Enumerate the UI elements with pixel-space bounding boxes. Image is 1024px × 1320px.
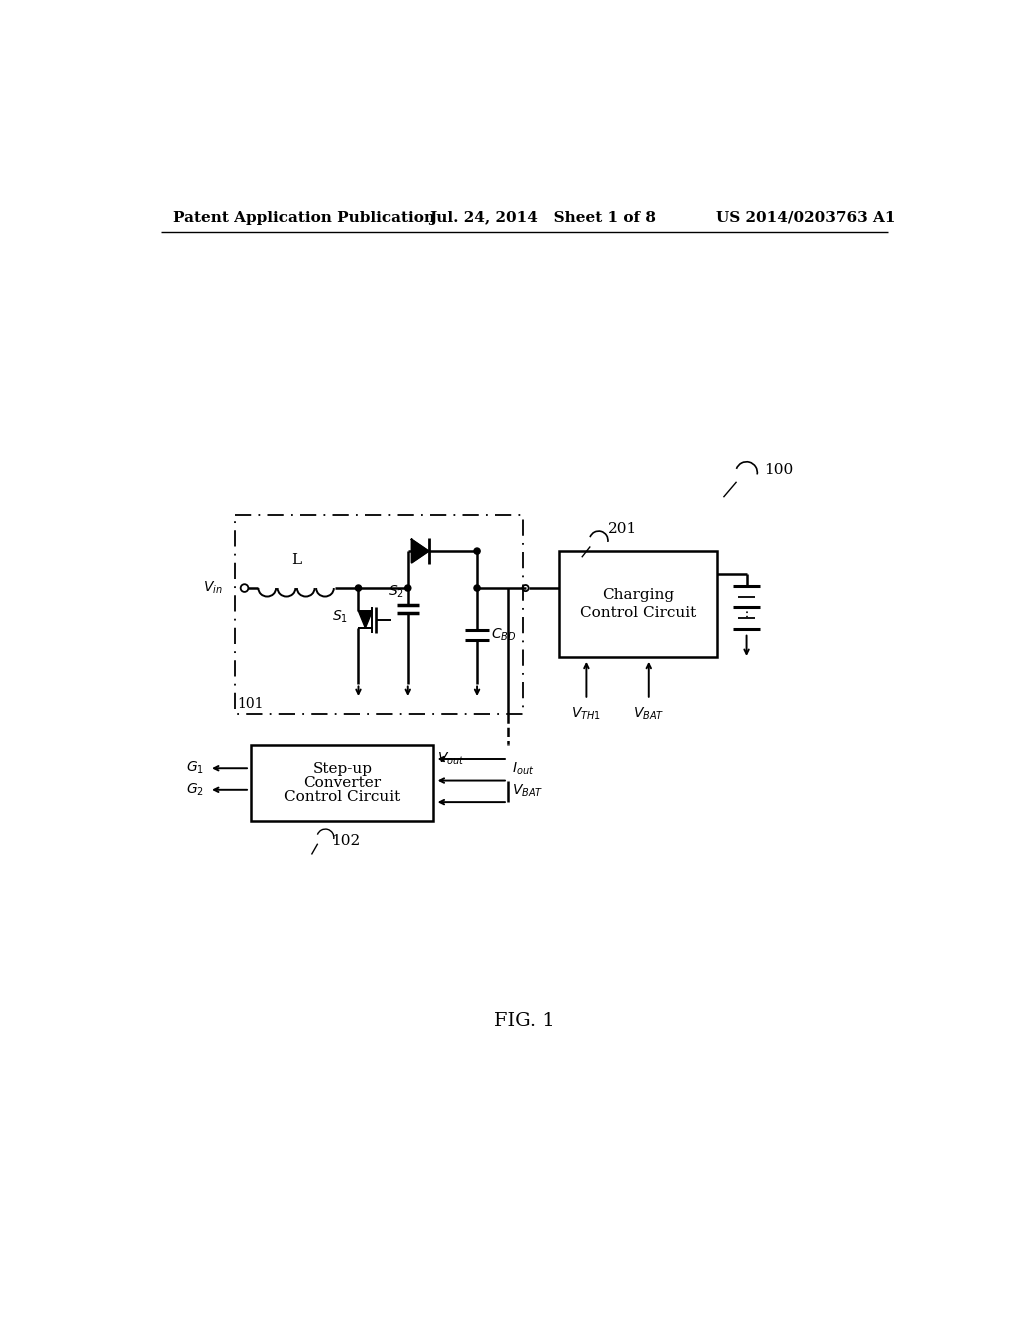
Text: Control Circuit: Control Circuit <box>581 606 696 620</box>
Text: 102: 102 <box>332 834 360 849</box>
Text: $I_{out}$: $I_{out}$ <box>512 762 535 777</box>
Text: Charging: Charging <box>602 587 675 602</box>
Bar <box>234 515 523 714</box>
Text: $C_{BD}$: $C_{BD}$ <box>490 627 516 643</box>
Text: FIG. 1: FIG. 1 <box>495 1012 555 1030</box>
Text: $V_{in}$: $V_{in}$ <box>203 579 223 597</box>
Text: $G_1$: $G_1$ <box>185 760 204 776</box>
Text: Patent Application Publication: Patent Application Publication <box>173 211 435 224</box>
Text: 101: 101 <box>237 697 263 711</box>
Bar <box>252 744 433 821</box>
Text: $V_{out}$: $V_{out}$ <box>437 751 465 767</box>
Text: $G_2$: $G_2$ <box>185 781 204 799</box>
Text: Jul. 24, 2014   Sheet 1 of 8: Jul. 24, 2014 Sheet 1 of 8 <box>429 211 656 224</box>
Text: Step-up: Step-up <box>312 762 373 776</box>
Text: $S_1$: $S_1$ <box>332 609 348 626</box>
Circle shape <box>355 585 361 591</box>
Polygon shape <box>358 611 373 628</box>
Text: Converter: Converter <box>303 776 381 789</box>
Polygon shape <box>412 540 429 562</box>
Text: $V_{TH1}$: $V_{TH1}$ <box>571 705 601 722</box>
Text: 201: 201 <box>608 521 637 536</box>
Circle shape <box>474 585 480 591</box>
Text: US 2014/0203763 A1: US 2014/0203763 A1 <box>716 211 895 224</box>
Text: Control Circuit: Control Circuit <box>285 789 400 804</box>
Text: L: L <box>291 553 301 566</box>
Text: 100: 100 <box>764 462 794 477</box>
Text: $V_{BAT}$: $V_{BAT}$ <box>633 705 665 722</box>
Bar <box>559 552 717 657</box>
Text: $V_{BAT}$: $V_{BAT}$ <box>512 783 543 799</box>
Text: $S_2$: $S_2$ <box>388 583 403 601</box>
Circle shape <box>404 585 411 591</box>
Circle shape <box>474 548 480 554</box>
